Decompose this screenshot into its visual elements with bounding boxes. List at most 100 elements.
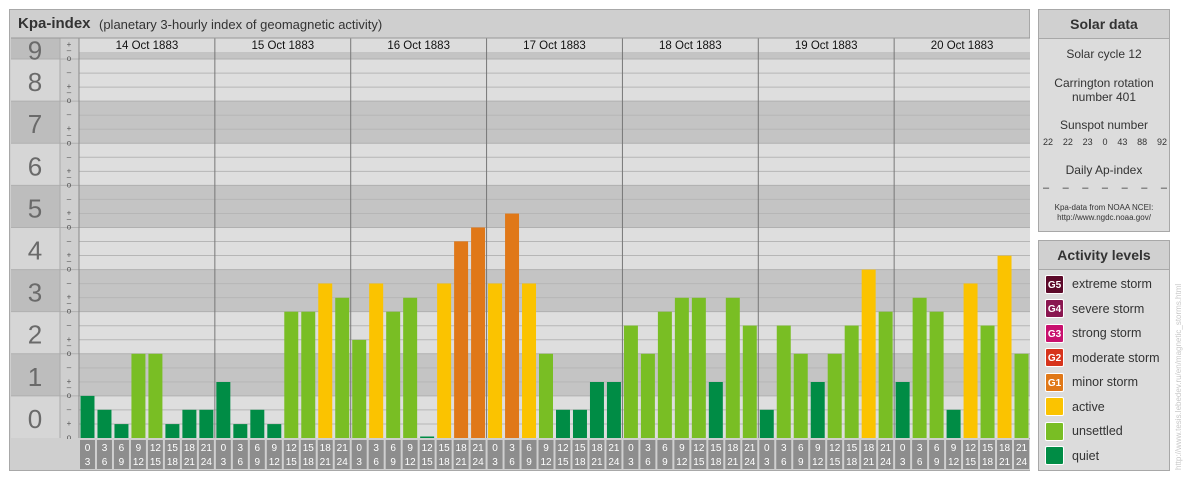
hour-cell: [623, 440, 639, 469]
hour-end-label: 6: [645, 457, 651, 468]
hour-end-label: 21: [999, 457, 1011, 468]
activity-level-swatch: G5: [1045, 274, 1064, 294]
hour-cell: [861, 440, 877, 469]
minor-tick-mark: –: [67, 363, 72, 372]
kp-bar: [980, 325, 995, 438]
hour-start-label: 9: [815, 443, 821, 454]
solar-cycle: Solar cycle 12: [1066, 47, 1142, 61]
kp-bar: [335, 297, 350, 438]
hour-end-label: 15: [965, 457, 977, 468]
kp-bar: [301, 311, 316, 438]
data-source-note: Kpa-data from NOAA NCEI: http://www.ngdc…: [1039, 203, 1169, 223]
kp-bar: [997, 255, 1012, 438]
hour-end-label: 3: [356, 457, 362, 468]
hour-end-label: 21: [727, 457, 739, 468]
hour-start-label: 15: [574, 443, 586, 454]
hour-cell: [844, 440, 860, 469]
hour-end-label: 21: [456, 457, 468, 468]
hour-cell: [436, 440, 452, 469]
minor-tick-mark: –: [67, 383, 72, 392]
minor-tick-mark: o: [67, 54, 72, 63]
hour-start-label: 18: [456, 443, 468, 454]
hour-cell: [912, 440, 928, 469]
kp-bar: [793, 353, 808, 438]
kp-bar: [691, 297, 706, 438]
hour-cell: [419, 440, 435, 469]
data-source-link[interactable]: http://www.ngdc.noaa.gov/: [1057, 213, 1151, 222]
kp-bar: [1014, 353, 1029, 438]
hour-cell: [997, 440, 1013, 469]
minor-tick-mark: –: [67, 279, 72, 288]
y-tick-band: [11, 353, 60, 396]
hour-start-label: 15: [710, 443, 722, 454]
hour-cell: [351, 440, 367, 469]
minor-tick-mark: o: [67, 433, 72, 442]
minor-tick-mark: o: [67, 391, 72, 400]
minor-tick-mark: –: [67, 68, 72, 77]
activity-level-item: unsettled: [1045, 421, 1123, 441]
minor-tick-mark: –: [67, 46, 72, 55]
hour-cell: [504, 440, 520, 469]
hour-start-label: 0: [900, 443, 906, 454]
grid-band: [79, 185, 1030, 228]
activity-level-swatch: [1045, 446, 1064, 465]
minor-tick-mark: –: [67, 299, 72, 308]
hour-cell: [453, 440, 469, 469]
hour-end-label: 18: [982, 457, 994, 468]
source-credit: http://www.tesis.lebedev.ru/en/magnetic_…: [1174, 283, 1183, 470]
grid-band: [79, 101, 1030, 144]
hour-end-label: 18: [574, 457, 586, 468]
kp-bar: [844, 325, 859, 438]
kpa-bar-chart: 14 Oct 1883 15 Oct 1883 16 Oct 1883 17 Oct …: [11, 36, 1030, 470]
hour-cell: [691, 440, 707, 469]
hour-row-background: [11, 439, 1030, 470]
kp-bar: [589, 382, 604, 438]
hour-start-label: 21: [744, 443, 756, 454]
y-tick-band: [11, 59, 60, 102]
sunspot-values: 22 22 23 0 43 88 92: [1043, 137, 1167, 147]
hour-start-label: 3: [917, 443, 923, 454]
hour-start-label: 12: [422, 443, 434, 454]
grid-band: [79, 269, 1030, 312]
hour-cell: [1014, 440, 1029, 469]
hour-start-label: 15: [846, 443, 858, 454]
hour-cell: [742, 440, 758, 469]
minor-tick-mark: o: [67, 180, 72, 189]
sunspot-value: 0: [1102, 137, 1108, 147]
hour-end-label: 18: [439, 457, 451, 468]
hour-end-label: 15: [557, 457, 569, 468]
hour-start-label: 18: [591, 443, 603, 454]
ap-value: –: [1121, 182, 1128, 194]
hour-start-label: 6: [119, 443, 125, 454]
kp-bar: [97, 409, 112, 438]
activity-level-swatch: G1: [1045, 372, 1064, 392]
hour-cell: [759, 440, 775, 469]
minor-tick-mark: –: [67, 237, 72, 246]
hour-cell: [283, 440, 299, 469]
sunspot-value: 92: [1156, 137, 1167, 147]
hour-end-label: 18: [846, 457, 858, 468]
hour-end-label: 6: [917, 457, 923, 468]
hour-start-label: 21: [1016, 443, 1028, 454]
hour-cell: [113, 440, 129, 469]
minor-tick-mark: +: [67, 293, 72, 302]
hour-start-label: 18: [863, 443, 875, 454]
hour-end-label: 9: [526, 457, 532, 468]
activity-level-swatch: G4: [1045, 299, 1064, 318]
hour-cell: [946, 440, 962, 469]
hour-cell: [215, 440, 231, 469]
kp-bar: [403, 297, 418, 438]
hour-cell: [963, 440, 979, 469]
hour-cell: [878, 440, 894, 469]
minor-tick-mark: –: [67, 257, 72, 266]
kp-bar: [742, 325, 757, 438]
hour-start-label: 12: [286, 443, 298, 454]
y-tick-label: 1: [28, 362, 42, 392]
hour-start-label: 12: [829, 443, 841, 454]
sunspot-value: 22: [1062, 137, 1073, 147]
hour-end-label: 24: [473, 457, 485, 468]
kp-bar: [674, 297, 689, 438]
minor-tick-mark: –: [67, 152, 72, 161]
kp-bar: [946, 409, 961, 438]
hour-cell: [198, 440, 214, 469]
